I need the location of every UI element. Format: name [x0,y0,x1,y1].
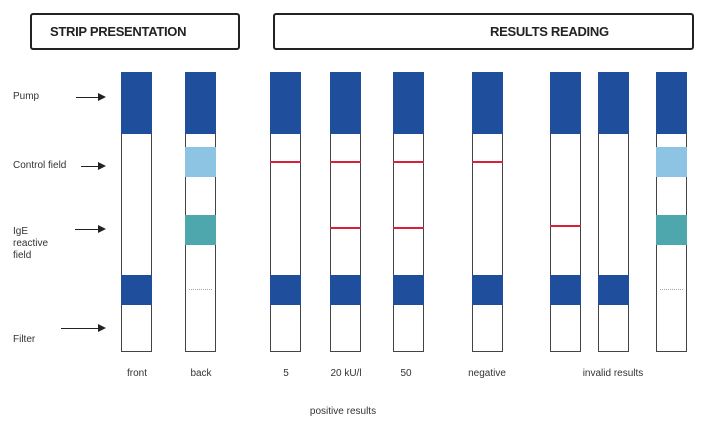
strip-result-5 [270,72,301,352]
filter-boundary [660,289,683,290]
strip-back [185,72,216,352]
results-reading-title: RESULTS READING [490,24,609,39]
pump-pad [393,72,424,134]
pump-pad [598,72,629,134]
pump-pad [550,72,581,134]
control-field-label: Control field [13,160,67,171]
control-line [330,161,361,163]
caption-back: back [190,368,212,379]
filter-boundary [189,289,212,290]
pump-pad [121,72,152,134]
pump-pad [185,72,216,134]
control-field-pad [656,147,687,177]
control-line [393,161,424,163]
caption-negative: negative [468,368,506,379]
pump-pad [656,72,687,134]
strip-invalid-3 [656,72,687,352]
results-reading-header: RESULTS READING [273,13,694,50]
filter-pad [472,275,503,305]
filter-label: Filter [13,334,36,345]
strip-front [121,72,152,352]
strip-invalid-1 [550,72,581,352]
control-line [270,161,301,163]
strip-presentation-header: STRIP PRESENTATION [30,13,240,50]
filter-pad [598,275,629,305]
strip-result-50 [393,72,424,352]
ige-line [550,225,581,227]
strip-invalid-2 [598,72,629,352]
positive-results-caption: positive results [309,406,377,417]
caption-front: front [126,368,148,379]
pump-pad [330,72,361,134]
caption-result-20: 20 kU/l [330,368,362,379]
filter-pad [330,275,361,305]
pump-pad [270,72,301,134]
control-field-arrow-icon [81,162,106,170]
filter-pad [270,275,301,305]
filter-pad [550,275,581,305]
filter-arrow-icon [61,324,106,332]
caption-result-5: 5 [283,368,289,379]
control-line [472,161,503,163]
filter-pad [121,275,152,305]
strip-result-20 [330,72,361,352]
strip-presentation-title: STRIP PRESENTATION [50,24,187,39]
strip-negative [472,72,503,352]
ige-reactive-field-label: IgE reactive field [13,226,49,261]
ige-field-arrow-icon [75,225,106,233]
filter-pad [393,275,424,305]
pump-arrow-icon [76,93,106,101]
ige-line [330,227,361,229]
control-field-pad [185,147,216,177]
caption-invalid: invalid results [582,368,644,379]
pump-label: Pump [13,91,40,102]
pump-pad [472,72,503,134]
ige-line [393,227,424,229]
caption-result-50: 50 [400,368,412,379]
ige-field-pad [656,215,687,245]
ige-field-pad [185,215,216,245]
